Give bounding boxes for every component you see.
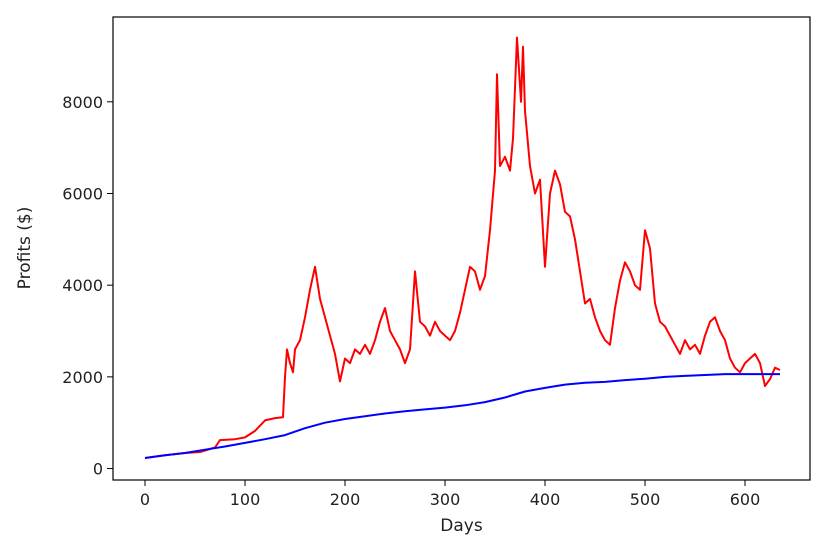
x-tick-label: 100	[230, 490, 261, 509]
y-tick-label: 2000	[62, 368, 103, 387]
series-line-1	[144, 36, 781, 459]
x-axis-label: Days	[440, 516, 483, 536]
y-axis: 0 2000 4000 6000 8000	[62, 93, 113, 479]
y-tick-label: 0	[93, 460, 103, 479]
y-tick-label: 6000	[62, 184, 103, 203]
x-tick-label: 200	[330, 490, 361, 509]
x-tick-label: 0	[140, 490, 150, 509]
plot-lines	[144, 36, 781, 459]
y-tick-label: 8000	[62, 93, 103, 112]
x-tick-label: 400	[530, 490, 561, 509]
plot-frame	[112, 16, 811, 481]
y-tick-label: 4000	[62, 276, 103, 295]
x-tick-label: 300	[430, 490, 461, 509]
series-line-2	[144, 373, 780, 459]
x-axis: 0 100 200 300 400 500 600	[140, 480, 760, 509]
y-axis-label: Profits ($)	[15, 207, 35, 290]
x-tick-label: 500	[630, 490, 661, 509]
x-tick-label: 600	[730, 490, 761, 509]
